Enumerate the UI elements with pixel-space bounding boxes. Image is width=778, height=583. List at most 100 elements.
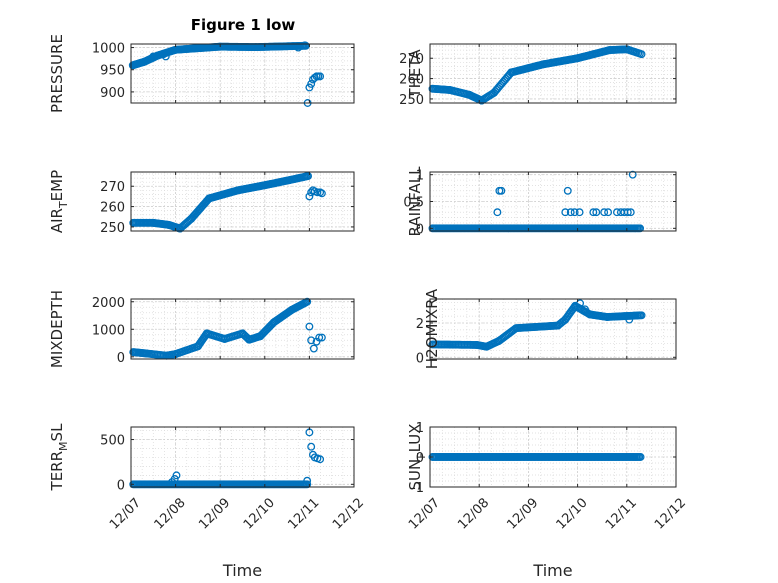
data-point — [566, 208, 575, 217]
x-tick-label: 12/07 — [107, 495, 144, 532]
series-markers — [129, 428, 325, 489]
y-tick-label: 0 — [117, 478, 125, 493]
axes-box — [429, 298, 677, 360]
y-tick-label: 0 — [416, 351, 424, 366]
y-tick-label: 2 — [416, 317, 424, 332]
data-point — [604, 208, 613, 217]
x-tick-label: 12/07 — [406, 495, 443, 532]
y-tick-label: 2000 — [92, 296, 125, 311]
y-axis-label: RAINFALL — [406, 166, 424, 237]
subplot-7: 0 500 12/07 12/08 12/09 12/10 12/11 12/12 TERRMS… — [48, 423, 367, 580]
data-point — [315, 333, 324, 342]
data-point — [147, 54, 156, 63]
data-point — [600, 208, 609, 217]
data-point — [300, 41, 309, 50]
y-tick-label: 270 — [399, 52, 424, 67]
y-tick-label: 950 — [100, 64, 125, 79]
data-point — [581, 305, 589, 314]
x-tick-label: 12/10 — [241, 495, 278, 532]
data-point — [636, 224, 645, 233]
y-tick-label: 0 — [416, 222, 424, 237]
data-point — [305, 322, 314, 331]
y-tick-label: 1000 — [92, 42, 125, 57]
data-point — [625, 315, 634, 324]
data-point — [304, 172, 313, 181]
y-tick-label: 260 — [100, 201, 125, 216]
data-point — [305, 192, 314, 201]
data-point — [636, 453, 645, 461]
data-point — [497, 186, 506, 195]
y-tick-label: 1 — [416, 169, 424, 184]
y-tick-label: 270 — [100, 180, 125, 195]
y-tick-label: 1000 — [92, 323, 125, 338]
x-tick-label: 12/12 — [652, 495, 689, 532]
y-axis-label: SUNFLUX — [406, 424, 428, 491]
y-tick-label: 0.5 — [403, 196, 424, 211]
data-point — [563, 186, 572, 195]
data-point — [589, 208, 598, 217]
x-tick-label: 12/10 — [554, 495, 591, 532]
data-point — [316, 72, 325, 81]
y-tick-label: 260 — [399, 73, 424, 88]
data-point — [613, 208, 621, 217]
data-point — [570, 208, 579, 217]
data-point — [149, 52, 158, 61]
x-tick-label: 12/11 — [603, 495, 640, 532]
data-point — [576, 299, 585, 308]
series-markers — [129, 172, 326, 233]
x-tick-label: 12/09 — [504, 495, 541, 532]
data-point — [161, 52, 170, 61]
series-markers — [428, 299, 646, 351]
y-tick-label: 500 — [100, 434, 125, 449]
series-markers — [428, 45, 646, 105]
grid — [130, 44, 355, 103]
y-axis-label: H2OMIXRA — [423, 288, 441, 369]
data-point — [313, 188, 322, 197]
data-point — [159, 50, 168, 59]
subplot-5: 0 1000 2000 MIXDEPTH — [48, 290, 355, 368]
subplot-6: 0 2 H2OMIXRA — [416, 288, 677, 369]
data-point — [172, 471, 181, 480]
data-point — [623, 208, 632, 217]
data-point — [317, 189, 326, 198]
y-tick-label: 250 — [100, 221, 125, 236]
data-point — [637, 50, 646, 59]
data-point — [592, 208, 601, 217]
subplot-8: -1 0 1 12/07 12/08 12/09 12/10 12/11 12/12 SUNFLU… — [406, 421, 689, 580]
subplot-1: 900 950 1000 PRESSURE — [48, 34, 355, 113]
y-axis-label: TERRMSL — [48, 423, 70, 492]
series-markers — [428, 170, 645, 233]
x-tick-label: 12/08 — [152, 495, 189, 532]
figure-title: Figure 1 low — [191, 16, 296, 34]
data-point — [493, 208, 502, 217]
y-tick-label: 0 — [416, 451, 424, 466]
data-point — [316, 455, 325, 464]
grid — [130, 299, 355, 359]
axes-box — [130, 43, 355, 104]
y-axis-label: PRESSURE — [48, 34, 66, 113]
y-tick-label: 900 — [100, 86, 125, 101]
series-markers — [129, 297, 326, 360]
data-point — [303, 480, 312, 489]
data-point — [317, 333, 326, 342]
axes-box — [429, 43, 677, 104]
data-point — [637, 311, 646, 320]
data-point — [628, 170, 637, 179]
data-point — [310, 73, 319, 82]
y-tick-label: 250 — [399, 93, 424, 108]
series-markers — [428, 453, 645, 461]
y-tick-label: 1 — [416, 421, 424, 436]
data-point — [303, 476, 312, 485]
data-point — [303, 297, 312, 306]
x-axis-label: Time — [532, 561, 572, 580]
data-point — [307, 79, 316, 88]
data-point — [561, 208, 570, 217]
y-axis-label: AIRTEMP — [48, 170, 70, 233]
x-tick-label: 12/11 — [285, 495, 322, 532]
x-axis-label: Time — [222, 561, 262, 580]
y-tick-label: -1 — [411, 481, 424, 496]
